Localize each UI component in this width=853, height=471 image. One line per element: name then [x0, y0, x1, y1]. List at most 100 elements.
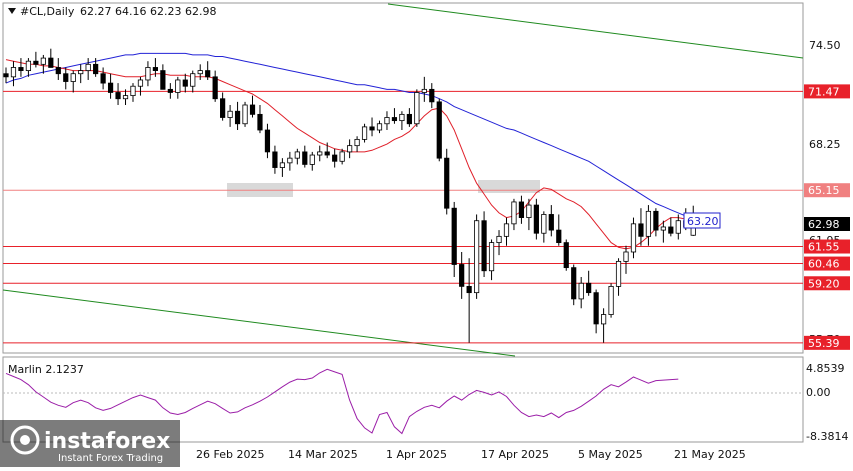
candle	[85, 58, 91, 80]
candle	[541, 211, 547, 243]
marlin-line	[5, 368, 679, 435]
candle	[294, 148, 300, 165]
candle	[518, 195, 525, 224]
candle-body	[601, 314, 607, 325]
candle	[10, 61, 17, 87]
level-labels: 71.47 65.15 61.55 60.46 59.20 55.39	[804, 84, 850, 350]
indicator-level-label: 4.8539	[806, 362, 845, 375]
instaforex-logo-icon	[10, 425, 40, 455]
candle-body	[511, 201, 517, 225]
candle	[354, 136, 360, 152]
candle	[586, 270, 592, 296]
candle	[406, 108, 412, 127]
candle	[466, 258, 472, 343]
candle-body	[339, 151, 345, 162]
candle-body	[78, 70, 84, 75]
slow-ma-line	[5, 52, 701, 222]
candle	[630, 217, 637, 259]
candle-body	[3, 73, 9, 78]
candle	[556, 214, 562, 246]
candle-body	[541, 214, 547, 234]
level-tag	[804, 183, 850, 198]
candle	[63, 67, 69, 90]
candle	[122, 89, 129, 105]
date-axis[interactable]: 26 Feb 2025 14 Mar 2025 1 Apr 2025 17 Ap…	[196, 448, 746, 461]
candle	[302, 145, 308, 168]
level-label: 59.20	[808, 277, 840, 290]
candle-body	[578, 282, 584, 300]
candle-body	[444, 157, 450, 209]
watermark-brand: instaforex	[44, 429, 170, 454]
candle	[324, 142, 330, 159]
candle-body	[571, 267, 577, 300]
candle	[93, 58, 99, 77]
candle	[175, 76, 181, 99]
candle-body	[615, 260, 622, 287]
lower-channel-line[interactable]	[2, 289, 516, 357]
candle-body	[55, 67, 61, 75]
candle	[668, 217, 674, 237]
ma-value-label: 63.20	[687, 215, 719, 228]
candle-body	[100, 73, 106, 84]
candle-body	[234, 110, 241, 125]
candle	[653, 208, 659, 237]
ohlc-values: 62.27 64.16 62.23 62.98	[80, 5, 216, 18]
candle-body	[115, 92, 121, 100]
candle-body	[175, 79, 181, 93]
level-label: 61.55	[808, 241, 840, 254]
candle-body	[70, 73, 76, 82]
candle	[234, 101, 241, 131]
upper-channel-line[interactable]	[387, 3, 804, 59]
date-label: 21 May 2025	[674, 448, 746, 461]
candle	[145, 61, 151, 87]
candle-body	[130, 85, 136, 97]
instaforex-watermark: instaforex Instant Forex Trading	[0, 420, 180, 467]
candle-body	[122, 95, 129, 100]
candle	[78, 64, 84, 84]
candle-body	[152, 67, 158, 71]
current-price-tag	[804, 217, 850, 231]
candle	[496, 230, 502, 256]
candle-body	[406, 113, 412, 125]
candle-body	[48, 57, 54, 68]
candle-body	[25, 60, 32, 71]
candle	[3, 67, 9, 84]
candle	[212, 70, 218, 102]
resistance-zone-highlight	[478, 180, 540, 193]
current-price-label: 62.98	[808, 218, 840, 231]
candle-body	[630, 223, 637, 253]
candle-body	[451, 207, 457, 265]
candle	[33, 51, 39, 68]
level-label: 60.46	[808, 258, 840, 271]
candle	[444, 148, 450, 215]
ma-value-box	[683, 212, 721, 229]
candle	[272, 145, 278, 174]
level-label: 65.15	[808, 184, 840, 197]
candle-body	[354, 138, 360, 147]
candle	[347, 139, 353, 159]
candle-body	[556, 229, 562, 244]
candle-body	[137, 79, 144, 87]
candle-body	[249, 104, 256, 115]
candle-body	[429, 88, 435, 103]
candle	[421, 76, 427, 102]
candle	[451, 201, 457, 278]
candle-body	[481, 220, 487, 272]
candle-body	[533, 204, 539, 234]
fast-ma-line	[5, 59, 701, 250]
candle	[160, 64, 166, 90]
candle-body	[548, 214, 554, 231]
candle-body	[309, 154, 315, 165]
level-tag	[804, 256, 850, 271]
level-label: 55.39	[808, 337, 840, 350]
candle-body	[384, 117, 390, 125]
watermark-tagline: Instant Forex Trading	[58, 453, 163, 464]
menu-triangle-icon[interactable]	[8, 8, 16, 14]
candle	[317, 145, 323, 162]
candle-body	[227, 110, 233, 118]
candle-body	[563, 242, 569, 269]
candle	[459, 251, 465, 299]
candle-body	[287, 157, 293, 164]
